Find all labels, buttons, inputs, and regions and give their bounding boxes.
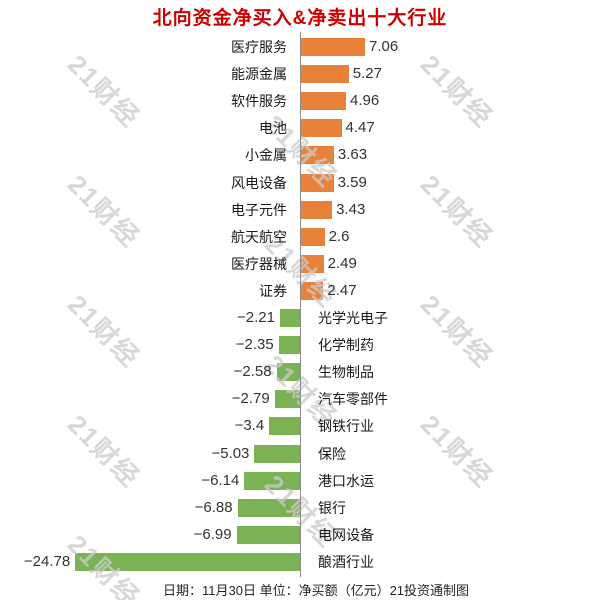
category-label: 电子元件 bbox=[231, 202, 287, 218]
positive-bar-9 bbox=[301, 282, 324, 300]
negative-bar-14 bbox=[269, 417, 300, 435]
positive-bar-8 bbox=[301, 255, 324, 273]
category-label: 汽车零部件 bbox=[318, 391, 388, 407]
value-label: 3.59 bbox=[337, 174, 367, 191]
value-label: −6.99 bbox=[193, 526, 232, 543]
value-label: 3.63 bbox=[337, 146, 368, 163]
value-label: −2.79 bbox=[231, 390, 270, 407]
category-label: 电网设备 bbox=[318, 527, 374, 543]
category-label: 软件服务 bbox=[231, 93, 287, 109]
negative-bar-16 bbox=[244, 472, 300, 490]
chart-footer: 日期：11月30日 单位：净买额（亿元）21投资通制图 bbox=[163, 583, 470, 598]
watermark-text: 21财经 bbox=[61, 49, 146, 134]
value-label: −3.4 bbox=[234, 417, 265, 434]
category-label: 生物制品 bbox=[318, 364, 374, 380]
value-label: 2.49 bbox=[327, 255, 357, 272]
watermark-text: 21财经 bbox=[61, 169, 146, 254]
category-label: 电池 bbox=[259, 120, 287, 136]
value-label: −2.58 bbox=[233, 363, 272, 380]
category-label: 钢铁行业 bbox=[318, 418, 374, 434]
value-label: 3.43 bbox=[336, 201, 366, 218]
positive-bar-3 bbox=[301, 119, 342, 137]
positive-bar-6 bbox=[301, 201, 333, 219]
category-label: 小金属 bbox=[245, 147, 287, 163]
value-label: −24.78 bbox=[23, 553, 71, 570]
category-label: 证券 bbox=[259, 283, 287, 299]
value-label: −5.03 bbox=[211, 445, 250, 462]
value-label: 2.47 bbox=[327, 282, 357, 299]
value-label: −6.88 bbox=[194, 499, 233, 516]
category-label: 医疗器械 bbox=[231, 256, 287, 272]
watermark-text: 21财经 bbox=[61, 409, 146, 494]
value-label: −6.14 bbox=[201, 472, 240, 489]
category-label: 港口水运 bbox=[318, 473, 374, 489]
negative-bar-13 bbox=[274, 390, 300, 408]
value-label: 4.96 bbox=[350, 92, 380, 109]
category-label: 酿酒行业 bbox=[318, 554, 374, 570]
positive-bar-7 bbox=[301, 228, 325, 246]
value-label: −2.35 bbox=[235, 336, 274, 353]
watermark-text: 21财经 bbox=[414, 169, 499, 254]
positive-bar-1 bbox=[301, 65, 349, 83]
negative-bar-11 bbox=[278, 336, 300, 354]
category-label: 能源金属 bbox=[231, 66, 287, 82]
watermark-text: 21财经 bbox=[414, 409, 499, 494]
positive-bar-5 bbox=[301, 174, 334, 192]
value-label: 4.47 bbox=[345, 119, 375, 136]
watermark-text: 21财经 bbox=[414, 49, 499, 134]
category-label: 风电设备 bbox=[231, 175, 287, 191]
negative-bar-10 bbox=[279, 309, 300, 327]
negative-bar-19 bbox=[75, 553, 301, 571]
category-label: 航天航空 bbox=[231, 229, 287, 245]
positive-bar-0 bbox=[301, 38, 365, 56]
watermark-text: 21财经 bbox=[414, 289, 499, 374]
watermark-text: 21财经 bbox=[61, 289, 146, 374]
chart-title: 北向资金净买入&净卖出十大行业 bbox=[152, 8, 448, 29]
positive-bar-2 bbox=[301, 92, 346, 110]
category-label: 化学制药 bbox=[318, 337, 374, 353]
negative-bar-17 bbox=[237, 499, 300, 517]
negative-bar-18 bbox=[236, 526, 300, 544]
value-label: −2.21 bbox=[237, 309, 275, 326]
value-label: 7.06 bbox=[369, 38, 399, 55]
negative-bar-12 bbox=[276, 363, 300, 381]
category-label: 光学光电子 bbox=[318, 310, 388, 326]
category-label: 银行 bbox=[318, 500, 346, 516]
negative-bar-15 bbox=[254, 445, 300, 463]
value-label: 5.27 bbox=[352, 65, 382, 82]
zero-axis-line bbox=[300, 32, 301, 577]
positive-bar-4 bbox=[301, 146, 334, 164]
category-label: 医疗服务 bbox=[231, 39, 287, 55]
category-label: 保险 bbox=[318, 446, 346, 462]
value-label: 2.6 bbox=[328, 228, 350, 245]
